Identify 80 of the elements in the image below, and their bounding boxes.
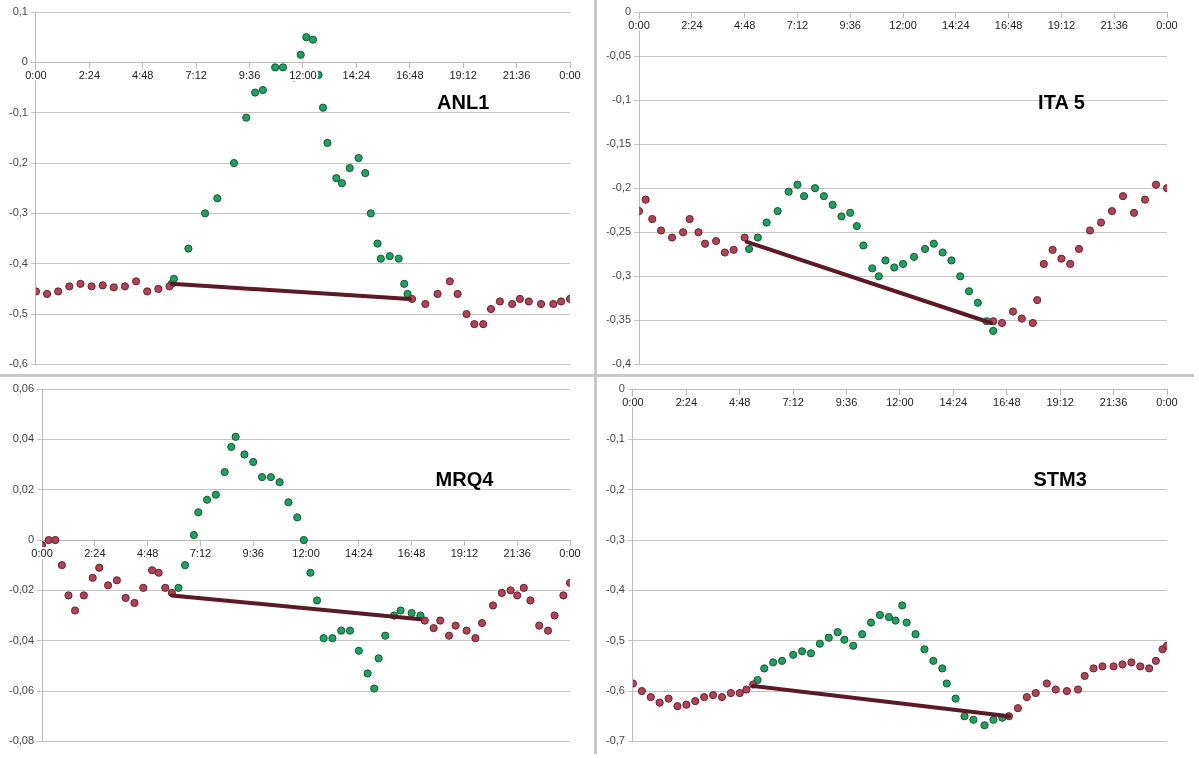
x-tick-label: 2:24 [675, 395, 698, 408]
x-tick-label: 14:24 [345, 546, 373, 559]
y-tick-label: -0,25 [605, 225, 632, 238]
y-tick-label: -0,1 [605, 432, 625, 445]
y-tick-label: -0,05 [605, 49, 632, 62]
x-tick-label: 21:36 [503, 546, 531, 559]
x-tick-label: 4:48 [136, 546, 159, 559]
x-tick-label: 21:36 [1099, 395, 1128, 408]
y-tick-label: -0,06 [8, 684, 35, 697]
x-tick-label: 0:00 [1156, 395, 1178, 408]
x-tick-label: 9:36 [242, 546, 264, 559]
x-tick-label: 0:00 [559, 546, 581, 559]
y-tick-label: 0 [21, 55, 28, 68]
y-tick-label: -0,3 [605, 533, 625, 546]
y-tick-label: -0,1 [612, 93, 632, 106]
text: STM3 [1033, 468, 1087, 491]
y-tick-label: -0,4 [612, 357, 632, 370]
x-tick-label: 4:48 [733, 18, 756, 31]
x-tick-label: 16:48 [397, 546, 426, 559]
y-tick-label: -0,4 [8, 256, 28, 269]
y-tick-label: -0,04 [8, 633, 35, 646]
y-tick-label: 0,02 [12, 482, 35, 495]
y-tick-label: 0 [618, 382, 625, 395]
x-tick-label: 7:12 [782, 395, 804, 408]
y-tick-label: -0,2 [8, 156, 28, 169]
y-tick-label: 0 [624, 5, 632, 18]
x-tick-label: 14:24 [342, 68, 371, 81]
x-tick-label: 0:00 [559, 68, 581, 81]
y-tick-label: -0,4 [605, 583, 625, 596]
y-tick-label: -0,5 [605, 633, 625, 646]
text: MRQ4 [435, 468, 495, 491]
x-tick-label: 2:24 [78, 68, 101, 81]
x-tick-label: 9:36 [835, 395, 858, 408]
y-tick-label: 0,04 [12, 432, 35, 445]
x-tick-label: 4:48 [729, 395, 751, 408]
x-tick-label: 12:00 [886, 395, 914, 408]
y-tick-label: -0,5 [8, 307, 28, 320]
x-tick-label: 16:48 [994, 18, 1023, 31]
y-tick-label: -0,2 [605, 482, 625, 495]
x-tick-label: 14:24 [939, 395, 968, 408]
x-tick-label: 16:48 [993, 395, 1021, 408]
x-tick-label: 4:48 [132, 68, 154, 81]
x-tick-label: 2:24 [84, 546, 106, 559]
x-tick-label: 0:00 [1156, 18, 1178, 31]
x-tick-label: 0:00 [31, 546, 53, 559]
x-tick-label: 19:12 [450, 546, 479, 559]
x-tick-label: 7:12 [786, 18, 809, 31]
y-tick-label: -0,02 [8, 583, 35, 596]
y-tick-label: 0,1 [12, 5, 28, 18]
x-tick-label: 0:00 [628, 18, 650, 31]
x-tick-label: 16:48 [396, 68, 424, 81]
x-tick-label: 12:00 [889, 18, 917, 31]
y-tick-label: -0,3 [8, 206, 28, 219]
x-tick-label: 19:12 [1047, 18, 1076, 31]
y-tick-label: 0,06 [12, 382, 35, 395]
y-tick-label: -0,2 [612, 181, 632, 194]
x-tick-label: 19:12 [1046, 395, 1074, 408]
y-tick-label: -0,15 [605, 137, 632, 150]
text: ITA 5 [1038, 91, 1085, 114]
x-tick-label: 2:24 [681, 18, 703, 31]
x-tick-label: 21:36 [502, 68, 531, 81]
x-tick-label: 7:12 [185, 68, 207, 81]
x-tick-label: 14:24 [942, 18, 970, 31]
y-tick-label: -0,08 [8, 734, 35, 747]
y-tick-label: -0,35 [605, 313, 632, 326]
x-tick-label: 19:12 [449, 68, 477, 81]
x-tick-label: 9:36 [238, 68, 261, 81]
y-tick-label: -0,6 [605, 684, 625, 697]
x-tick-label: 12:00 [292, 546, 320, 559]
x-tick-label: 7:12 [189, 546, 212, 559]
y-tick-label: 0 [27, 533, 35, 546]
y-tick-label: -0,7 [605, 734, 625, 747]
x-tick-label: 9:36 [839, 18, 861, 31]
y-tick-label: -0,1 [8, 105, 28, 118]
x-tick-label: 21:36 [1100, 18, 1128, 31]
x-tick-label: 0:00 [25, 68, 47, 81]
y-tick-label: -0,3 [612, 269, 632, 282]
y-tick-label: -0,6 [8, 357, 28, 370]
text: ANL1 [437, 91, 490, 114]
x-tick-label: 0:00 [622, 395, 644, 408]
